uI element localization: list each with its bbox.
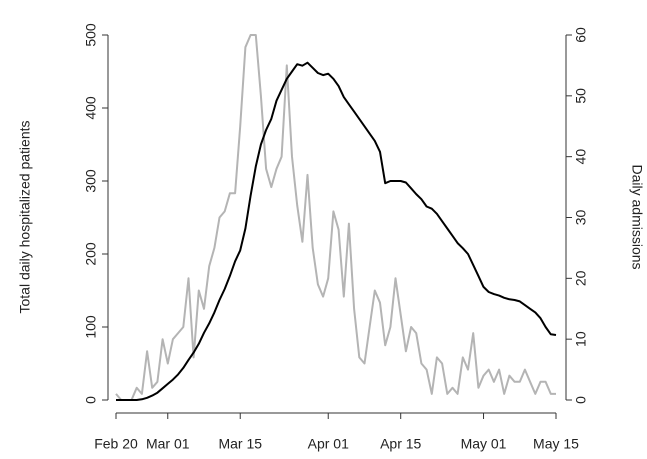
x-tick-label: Mar 15 bbox=[218, 436, 262, 452]
x-tick-label: May 15 bbox=[533, 436, 579, 452]
series-line bbox=[115, 34, 556, 401]
y2-tick-label: 40 bbox=[573, 149, 589, 165]
y-tick-label: 500 bbox=[83, 23, 99, 47]
y2-tick-label: 10 bbox=[573, 331, 589, 347]
y2-tick-label: 60 bbox=[573, 27, 589, 43]
y2-tick-label: 50 bbox=[573, 88, 589, 104]
y2-tick-label: 30 bbox=[573, 210, 589, 226]
y2-tick-label: 0 bbox=[573, 396, 589, 404]
x-tick-label: Apr 15 bbox=[380, 436, 421, 452]
y-tick-label: 300 bbox=[83, 169, 99, 193]
x-tick-label: May 01 bbox=[461, 436, 507, 452]
x-tick-label: Mar 01 bbox=[146, 436, 190, 452]
series-line bbox=[116, 61, 557, 401]
y-tick-label: 400 bbox=[83, 96, 99, 120]
x-tick-label: Apr 01 bbox=[308, 436, 349, 452]
y-tick-label: 0 bbox=[83, 396, 99, 404]
y-tick-label: 200 bbox=[83, 242, 99, 266]
y2-tick-label: 20 bbox=[573, 270, 589, 286]
y-tick-label: 100 bbox=[83, 315, 99, 339]
x-tick-label: Feb 20 bbox=[94, 436, 138, 452]
y-axis-label: Total daily hospitalized patients bbox=[17, 120, 33, 313]
y2-axis-label: Daily admissions bbox=[629, 164, 645, 269]
